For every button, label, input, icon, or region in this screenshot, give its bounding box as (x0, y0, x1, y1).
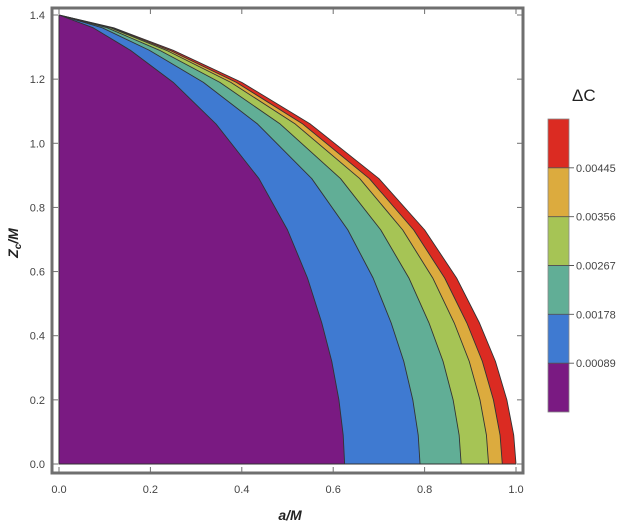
x-axis-title: a/M (278, 507, 302, 523)
legend-swatch-1 (548, 314, 569, 364)
x-tick-label: 0.2 (143, 484, 158, 496)
y-axis-title: Zc/M (5, 228, 24, 259)
y-axis-title-main: Z (5, 249, 21, 259)
y-tick-label: 0.4 (30, 331, 45, 343)
x-tick-label: 0.8 (417, 484, 432, 496)
legend-swatch-4 (548, 167, 569, 217)
frame-border (50, 6, 525, 475)
contour-band-0 (58, 14, 346, 465)
legend-title: ΔC (572, 86, 596, 105)
legend-level-label: 0.00267 (576, 261, 616, 273)
legend-swatch-0 (548, 363, 569, 412)
legend-swatch-2 (548, 265, 569, 315)
y-tick-label: 1.2 (30, 74, 45, 86)
plot-frame (50, 6, 525, 475)
x-tick-label: 0.0 (51, 484, 66, 496)
x-tick-label: 0.4 (234, 484, 249, 496)
legend-level-label: 0.00445 (576, 163, 616, 175)
y-tick-label: 0.2 (30, 395, 45, 407)
y-tick-label: 1.4 (30, 10, 45, 22)
y-axis-title-rest: /M (5, 228, 21, 245)
legend: ΔC 0.00089 0.00178 0.00267 0.00356 0.00445 (547, 86, 616, 413)
x-tick-label: 0.6 (326, 484, 341, 496)
x-axis-ticks: 0.0 0.2 0.4 0.6 0.8 1.0 (51, 8, 524, 496)
y-tick-label: 0.8 (30, 202, 45, 214)
legend-swatch-5 (548, 119, 569, 168)
legend-level-label: 0.00089 (576, 358, 616, 370)
legend-level-label: 0.00178 (576, 309, 616, 321)
legend-level-label: 0.00356 (576, 212, 616, 224)
contour-bands (58, 14, 517, 465)
y-tick-label: 1.0 (30, 138, 45, 150)
y-axis-title-subscript: c (13, 243, 24, 249)
legend-swatch-3 (548, 216, 569, 266)
y-tick-label: 0.0 (30, 459, 45, 471)
y-axis-ticks: 0.0 0.2 0.4 0.6 0.8 1.0 1.2 1.4 (30, 10, 523, 471)
x-tick-label: 1.0 (508, 484, 523, 496)
y-tick-label: 0.6 (30, 267, 45, 279)
